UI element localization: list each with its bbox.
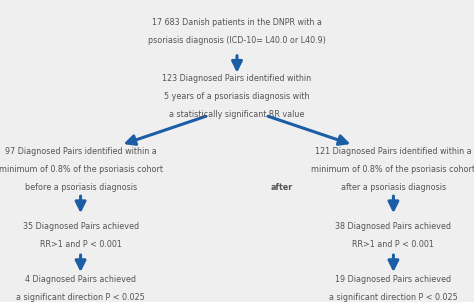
Text: psoriasis diagnosis (ICD-10= L40.0 or L40.9): psoriasis diagnosis (ICD-10= L40.0 or L4…: [148, 36, 326, 45]
Text: RR>1 and P < 0.001: RR>1 and P < 0.001: [40, 240, 121, 249]
Text: after a psoriasis diagnosis: after a psoriasis diagnosis: [341, 183, 446, 192]
Text: 4 Diagnosed Pairs achieved: 4 Diagnosed Pairs achieved: [25, 275, 136, 284]
Text: minimum of 0.8% of the psoriasis cohort: minimum of 0.8% of the psoriasis cohort: [0, 165, 163, 174]
Text: a significant direction P < 0.025: a significant direction P < 0.025: [329, 293, 458, 302]
Text: a statistically significant RR value: a statistically significant RR value: [169, 110, 305, 119]
Text: RR>1 and P < 0.001: RR>1 and P < 0.001: [353, 240, 434, 249]
Text: 123 Diagnosed Pairs identified within: 123 Diagnosed Pairs identified within: [163, 74, 311, 83]
Text: 121 Diagnosed Pairs identified within a: 121 Diagnosed Pairs identified within a: [315, 146, 472, 156]
Text: 35 Diagnosed Pairs achieved: 35 Diagnosed Pairs achieved: [23, 222, 138, 231]
Text: after: after: [270, 183, 292, 192]
Text: 17 683 Danish patients in the DNPR with a: 17 683 Danish patients in the DNPR with …: [152, 18, 322, 27]
Text: 97 Diagnosed Pairs identified within a: 97 Diagnosed Pairs identified within a: [5, 146, 156, 156]
Text: 5 years of a psoriasis diagnosis with: 5 years of a psoriasis diagnosis with: [164, 92, 310, 101]
Text: 38 Diagnosed Pairs achieved: 38 Diagnosed Pairs achieved: [336, 222, 451, 231]
Text: a significant direction P < 0.025: a significant direction P < 0.025: [16, 293, 145, 302]
Text: 19 Diagnosed Pairs achieved: 19 Diagnosed Pairs achieved: [336, 275, 451, 284]
Text: before a psoriasis diagnosis: before a psoriasis diagnosis: [25, 183, 137, 192]
Text: minimum of 0.8% of the psoriasis cohort: minimum of 0.8% of the psoriasis cohort: [311, 165, 474, 174]
